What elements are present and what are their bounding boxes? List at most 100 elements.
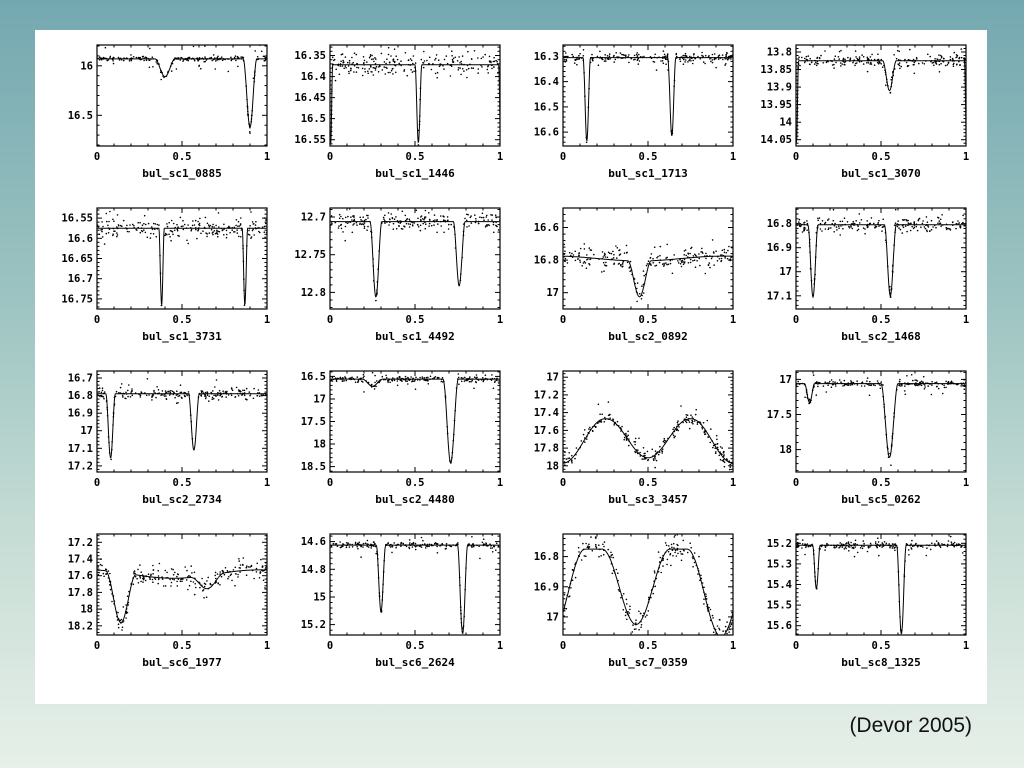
lightcurve-panel: 17 17.5 18 0 0.5 1 bul_sc5_0262 [746, 366, 975, 525]
x-axis-labels: 0 0.5 1 [560, 477, 736, 489]
y-axis-labels: 14.6 14.8 15 15.2 [301, 536, 326, 631]
svg-text:16.5: 16.5 [301, 113, 326, 125]
data-points [97, 210, 267, 307]
model-curve [97, 393, 267, 459]
panel-title: bul_sc1_4492 [375, 330, 454, 343]
panel-title: bul_sc1_0885 [142, 167, 221, 180]
svg-text:16.5: 16.5 [301, 371, 326, 383]
y-axis-labels: 12.7 12.75 12.8 [294, 212, 326, 299]
svg-text:17.4: 17.4 [68, 554, 93, 566]
data-points [563, 534, 733, 635]
svg-text:16.4: 16.4 [301, 71, 326, 83]
svg-text:13.85: 13.85 [760, 64, 792, 76]
x-axis-labels: 0 0.5 1 [94, 477, 270, 489]
panel-title: bul_sc5_0262 [841, 493, 920, 506]
svg-text:18: 18 [313, 439, 326, 451]
svg-text:1: 1 [730, 151, 736, 163]
axis-ticks [96, 208, 268, 309]
svg-text:16.6: 16.6 [534, 127, 559, 139]
lightcurve-grid: 16 16.5 0 0.5 1 bul_sc1_0885 16.35 16.4 16.45 16.… [35, 30, 987, 698]
svg-text:16.65: 16.65 [61, 253, 93, 265]
svg-text:14.8: 14.8 [301, 564, 326, 576]
svg-text:15.2: 15.2 [301, 619, 326, 631]
data-points [796, 534, 966, 632]
plot-box [329, 44, 501, 147]
svg-text:1: 1 [497, 477, 503, 489]
axis-ticks [329, 371, 501, 472]
lightcurve-panel: 17 17.2 17.4 17.6 17.8 18 0 0.5 1 bul_sc3_3457 [513, 366, 742, 525]
svg-text:18: 18 [80, 604, 93, 616]
plot-box [562, 370, 734, 473]
data-points [330, 46, 499, 146]
svg-text:16.55: 16.55 [61, 213, 93, 225]
citation: (Devor 2005) [849, 714, 972, 737]
axis-ticks [96, 534, 268, 635]
svg-text:1: 1 [264, 640, 270, 652]
data-points [796, 371, 966, 466]
svg-text:16.9: 16.9 [68, 408, 93, 420]
panel-title: bul_sc2_2734 [142, 493, 222, 506]
lightcurve-panel: 16.3 16.4 16.5 16.6 0 0.5 1 bul_sc1_1713 [513, 40, 742, 199]
svg-text:15: 15 [313, 592, 326, 604]
svg-text:0.5: 0.5 [639, 314, 658, 326]
svg-text:0.5: 0.5 [639, 151, 658, 163]
axis-ticks [562, 534, 734, 636]
svg-text:17: 17 [546, 372, 559, 384]
svg-text:13.95: 13.95 [760, 99, 792, 111]
svg-text:0: 0 [327, 314, 333, 326]
axis-ticks [562, 207, 734, 309]
model-curve [796, 383, 966, 459]
svg-text:1: 1 [730, 640, 736, 652]
svg-text:16.6: 16.6 [534, 222, 559, 234]
data-points [563, 401, 733, 472]
x-axis-labels: 0 0.5 1 [793, 640, 969, 652]
svg-text:16.75: 16.75 [61, 293, 93, 305]
svg-text:0: 0 [560, 477, 566, 489]
svg-text:18: 18 [779, 444, 792, 456]
svg-text:0: 0 [94, 640, 100, 652]
svg-text:16.8: 16.8 [68, 390, 93, 402]
svg-text:0.5: 0.5 [872, 640, 891, 652]
svg-text:0: 0 [327, 477, 333, 489]
x-axis-labels: 0 0.5 1 [94, 314, 270, 326]
svg-text:0: 0 [560, 640, 566, 652]
svg-text:0: 0 [793, 477, 799, 489]
svg-text:1: 1 [730, 314, 736, 326]
y-axis-labels: 16.3 16.4 16.5 16.6 [534, 51, 559, 139]
lightcurve-panel: 16.55 16.6 16.65 16.7 16.75 0 0.5 1 bul_sc1_3731 [47, 203, 276, 362]
svg-text:17.5: 17.5 [767, 409, 792, 421]
svg-text:16.6: 16.6 [68, 233, 93, 245]
svg-text:16.9: 16.9 [534, 581, 559, 593]
axis-ticks [795, 371, 967, 472]
svg-text:1: 1 [730, 477, 736, 489]
model-curve [330, 221, 500, 298]
svg-text:15.2: 15.2 [767, 538, 792, 550]
svg-text:0: 0 [560, 151, 566, 163]
svg-text:16.35: 16.35 [294, 50, 326, 62]
data-points [97, 45, 267, 134]
plot-box [795, 370, 967, 473]
axis-ticks [96, 45, 268, 146]
svg-text:15.3: 15.3 [767, 558, 792, 570]
svg-text:1: 1 [264, 314, 270, 326]
y-axis-labels: 16.55 16.6 16.65 16.7 16.75 [61, 213, 93, 306]
data-points [330, 371, 500, 464]
svg-text:1: 1 [497, 314, 503, 326]
plot-box [96, 207, 268, 310]
svg-text:0.5: 0.5 [872, 151, 891, 163]
data-points [330, 534, 500, 633]
lightcurve-panel: 16.5 17 17.5 18 18.5 0 0.5 1 bul_sc2_4480 [280, 366, 509, 525]
panel-title: bul_sc1_1446 [375, 167, 455, 180]
svg-text:0.5: 0.5 [639, 640, 658, 652]
svg-text:0.5: 0.5 [173, 640, 192, 652]
y-axis-labels: 15.2 15.3 15.4 15.5 15.6 [767, 538, 792, 632]
svg-text:1: 1 [963, 151, 969, 163]
model-curve [796, 60, 966, 143]
